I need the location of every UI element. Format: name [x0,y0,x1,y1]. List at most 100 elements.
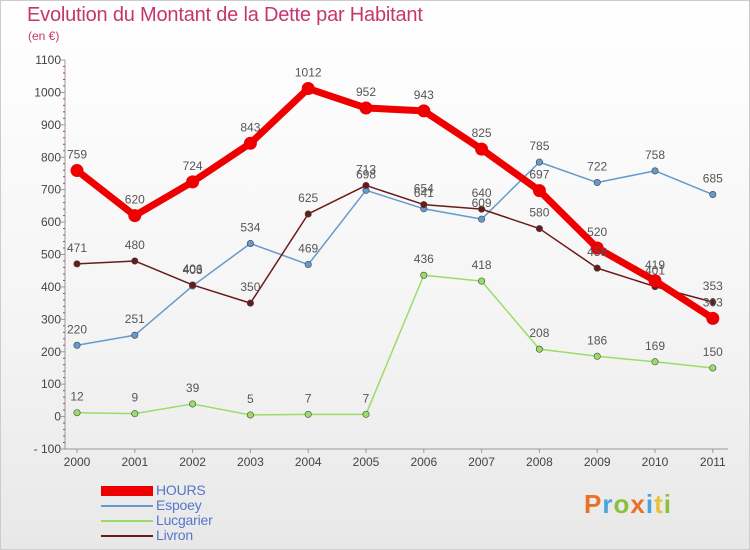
data-label-espoey: 251 [125,312,145,326]
data-point-hours [417,104,431,118]
data-label-hours: 1012 [295,66,322,80]
data-point-lucgarier [362,410,370,418]
data-point-livron [535,225,543,233]
data-point-livron [593,264,601,272]
chart-unit-subtitle: (en €) [28,29,60,43]
y-tick-label: 300 [41,312,61,326]
x-tick-label: 2009 [584,455,611,469]
x-tick-label: 2003 [237,455,264,469]
data-label-espoey: 698 [356,167,376,181]
legend-label: Lucgarier [156,512,213,528]
data-label-lucgarier: 418 [472,258,492,272]
data-label-livron: 353 [703,279,723,293]
data-point-espoey [478,215,486,223]
data-label-espoey: 609 [472,196,492,210]
data-point-lucgarier [189,400,197,408]
data-point-lucgarier [593,352,601,360]
x-tick-label: 2000 [64,455,91,469]
data-point-livron [709,298,717,306]
data-label-hours: 724 [183,159,203,173]
data-label-livron: 640 [472,186,492,200]
data-label-espoey: 722 [587,160,607,174]
data-label-espoey: 758 [645,148,665,162]
data-label-lucgarier: 7 [363,391,370,405]
legend-label: Livron [156,527,193,543]
data-label-lucgarier: 436 [414,252,434,266]
series-line-espoey [76,161,714,347]
data-point-espoey [709,191,717,199]
data-point-hours [475,142,489,156]
data-point-espoey [535,158,543,166]
data-label-livron: 401 [645,264,665,278]
y-tick-label: 900 [41,118,61,132]
data-label-espoey: 685 [703,172,723,186]
data-point-hours [706,311,720,325]
data-label-espoey: 641 [414,186,434,200]
data-point-hours [301,82,315,96]
series-line-livron [76,184,713,304]
data-label-lucgarier: 7 [305,391,312,405]
data-point-lucgarier [478,277,486,285]
data-label-livron: 471 [67,241,87,255]
data-point-livron [189,281,197,289]
data-label-hours: 843 [240,120,260,134]
y-tick-label: 200 [41,345,61,359]
y-tick-label: 800 [41,150,61,164]
data-point-lucgarier [420,271,428,279]
data-label-livron: 406 [183,262,203,276]
chart-title: Evolution du Montant de la Dette par Hab… [27,4,423,26]
data-point-hours [70,164,84,178]
data-label-livron: 350 [240,280,260,294]
data-point-lucgarier [131,410,139,418]
data-label-lucgarier: 12 [70,390,84,404]
data-label-espoey: 220 [67,322,87,336]
legend-swatch [101,535,153,537]
data-point-livron [478,205,486,213]
data-point-livron [73,260,81,268]
y-tick-label: 500 [41,248,61,262]
data-label-livron: 458 [587,245,607,259]
data-label-hours: 419 [645,258,665,272]
data-label-lucgarier: 186 [587,333,607,347]
legend-label: HOURS [156,482,206,498]
data-point-lucgarier [709,364,717,372]
data-label-espoey: 403 [183,263,203,277]
data-label-hours: 952 [356,85,376,99]
data-point-hours [243,136,257,150]
data-point-espoey [73,341,81,349]
legend-swatch [101,486,153,496]
y-tick-label: 1100 [35,53,61,67]
data-point-hours [590,241,604,255]
data-label-lucgarier: 9 [131,391,138,405]
y-tick-label: 100 [41,377,61,391]
data-point-espoey [304,261,312,269]
data-label-hours: 303 [703,295,723,309]
x-tick-label: 2011 [700,455,726,469]
x-tick-label: 2002 [179,455,206,469]
data-point-livron [131,257,139,265]
data-point-espoey [593,179,601,187]
proxiti-logo: Proxiti [584,489,672,519]
x-tick-label: 2005 [353,455,380,469]
data-point-hours [648,274,662,288]
legend-label: Espoey [156,497,202,513]
data-point-hours [359,101,373,115]
data-label-hours: 759 [67,148,87,162]
data-point-hours [186,175,200,189]
y-tick-label: - 100 [34,442,62,456]
x-tick-label: 2006 [410,455,437,469]
data-label-lucgarier: 208 [529,326,549,340]
data-label-hours: 520 [587,225,607,239]
x-tick-label: 2001 [121,455,148,469]
data-point-espoey [651,167,659,175]
data-label-hours: 620 [125,193,145,207]
series-line-hours [74,85,715,322]
data-point-lucgarier [304,410,312,418]
y-tick-label: 1000 [34,85,61,99]
data-point-livron [246,299,254,307]
data-point-lucgarier [246,411,254,419]
series-line-lucgarier [76,274,713,416]
data-point-livron [304,210,312,218]
